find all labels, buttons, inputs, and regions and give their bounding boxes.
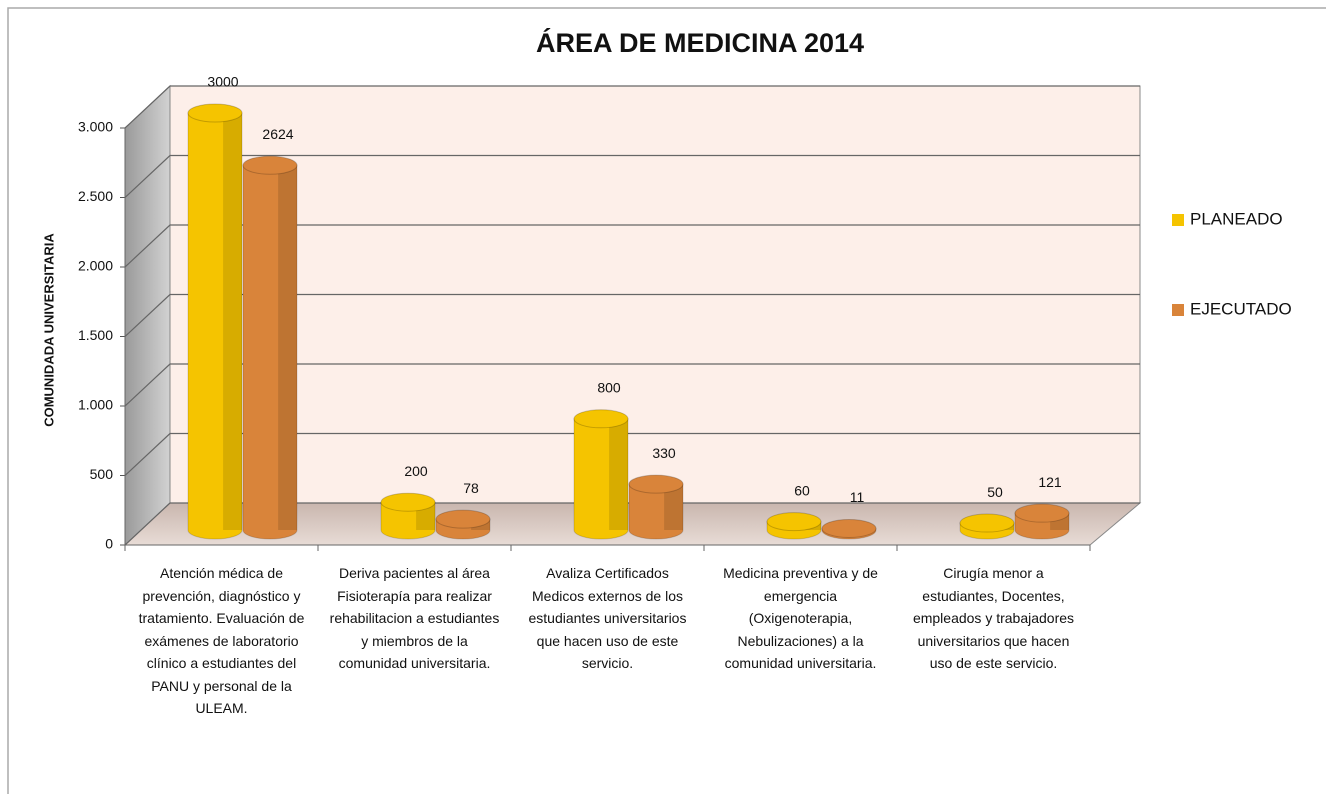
y-tick-label: 1.000 xyxy=(78,397,113,413)
grid-line xyxy=(124,224,1140,268)
bar-shade xyxy=(609,418,628,530)
y-tick-label: 2.500 xyxy=(78,188,113,204)
cylinder xyxy=(766,512,822,540)
legend-label: EJECUTADO xyxy=(1190,299,1292,318)
bar-top xyxy=(380,492,436,512)
value-label: 11 xyxy=(850,489,865,505)
cylinder xyxy=(380,492,436,540)
bar xyxy=(187,112,243,540)
grid-line xyxy=(124,432,1140,476)
bar-top xyxy=(435,509,491,529)
value-label: 330 xyxy=(652,445,676,461)
value-label: 50 xyxy=(987,484,1003,500)
bar xyxy=(380,501,436,540)
bar xyxy=(573,418,629,540)
legend-swatch xyxy=(1172,304,1184,316)
y-axis-label: COMUNIDADA UNIVERSITARIA xyxy=(41,233,56,427)
grid-line xyxy=(124,154,1140,198)
grid-line xyxy=(124,363,1140,407)
bar-top xyxy=(1014,503,1070,523)
frame xyxy=(7,7,1326,794)
bar-top xyxy=(573,409,629,429)
y-tick-label: 3.000 xyxy=(78,119,113,135)
grid-line xyxy=(124,502,1140,546)
grid-line xyxy=(124,85,1140,129)
bar-top xyxy=(766,512,822,532)
legend-label: PLANEADO xyxy=(1190,209,1283,228)
value-label: 200 xyxy=(404,463,428,479)
bar-top xyxy=(242,155,298,175)
value-label: 3000 xyxy=(207,74,238,90)
bar-top xyxy=(821,518,877,538)
chart-title: ÁREA DE MEDICINA 2014 xyxy=(536,27,864,58)
cylinder xyxy=(628,474,684,540)
cylinder xyxy=(187,103,243,540)
x-tick-label: Medicina preventiva y de emergencia (Oxi… xyxy=(723,565,878,671)
y-tick-label: 1.500 xyxy=(78,327,113,343)
legend-swatch xyxy=(1172,214,1184,226)
bar xyxy=(242,164,298,540)
bar-top xyxy=(959,513,1015,533)
cylinder xyxy=(242,155,298,540)
bar-shade xyxy=(664,484,683,530)
value-label: 800 xyxy=(597,380,621,396)
x-tick-label: Atención médica de prevención, diagnósti… xyxy=(138,565,305,716)
cylinder xyxy=(573,409,629,540)
x-tick-label: Avaliza Certificados Medicos externos de… xyxy=(528,565,687,671)
y-tick-label: 0 xyxy=(105,536,113,552)
y-tick-label: 2.000 xyxy=(78,258,113,274)
grid-line xyxy=(124,293,1140,337)
bar-top xyxy=(187,103,243,123)
bar-shade xyxy=(278,165,297,530)
value-label: 60 xyxy=(794,482,810,498)
cylinder xyxy=(1014,503,1070,540)
x-tick-label: Cirugía menor a estudiantes, Docentes, e… xyxy=(912,565,1075,671)
y-tick-label: 500 xyxy=(90,466,114,482)
bar-top xyxy=(628,474,684,494)
value-label: 2624 xyxy=(262,126,293,142)
cylinder xyxy=(959,513,1015,540)
x-tick-label: Deriva pacientes al área Fisioterapía pa… xyxy=(329,565,500,671)
value-label: 78 xyxy=(463,480,479,496)
cylinder xyxy=(821,518,877,540)
value-label: 121 xyxy=(1038,474,1062,490)
bar xyxy=(628,483,684,540)
bar-shade xyxy=(223,113,242,530)
cylinder xyxy=(435,509,491,540)
